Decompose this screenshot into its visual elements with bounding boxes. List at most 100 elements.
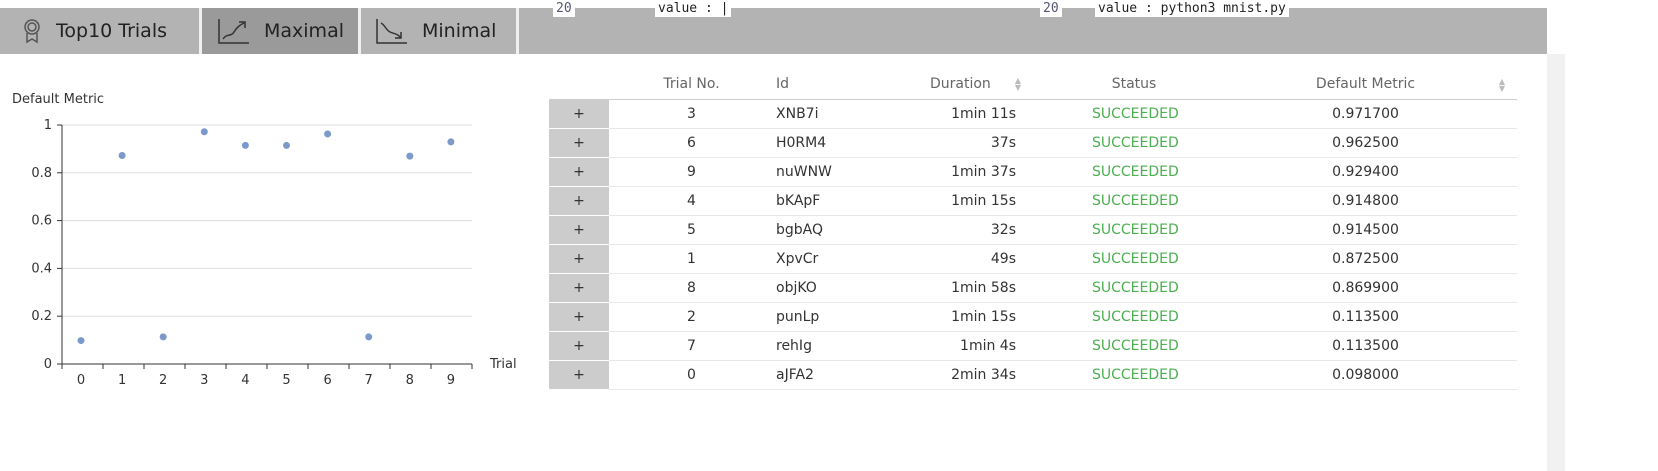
y-tick-label: 0.2 [31,309,52,324]
x-axis-label: Trial [489,357,517,372]
data-point [406,152,414,160]
data-point [77,337,85,345]
trial-no-cell: 2 [609,302,774,332]
expand-button[interactable]: + [549,99,609,129]
id-cell: objKO [774,273,884,303]
col-default-metric[interactable]: Default Metric ▲ ▼ [1214,70,1517,100]
col-trial-no[interactable]: Trial No. [609,70,774,100]
sort-icon[interactable]: ▲ ▼ [1498,77,1505,93]
duration-cell: 1min 37s [884,157,1054,187]
data-point [283,141,290,149]
trial-no-cell: 8 [609,273,774,303]
tab-top10-trials[interactable]: Top10 Trials [10,8,199,54]
x-tick-label: 3 [200,373,208,388]
id-cell: punLp [774,302,884,332]
id-cell: nuWNW [774,157,884,187]
id-cell: bKApF [774,186,884,216]
trial-no-cell: 7 [609,331,774,361]
tab-label: Maximal [264,20,344,42]
expand-button[interactable]: + [549,331,609,361]
duration-cell: 49s [884,244,1054,274]
id-cell: aJFA2 [774,360,884,390]
status-cell: SUCCEEDED [1054,157,1214,187]
table-row: +5 bgbAQ 32s SUCCEEDED 0.914500 [549,215,1517,245]
status-cell: SUCCEEDED [1054,360,1214,390]
status-cell: SUCCEEDED [1054,331,1214,361]
duration-cell: 2min 34s [884,360,1054,390]
table-row: +8 objKO 1min 58s SUCCEEDED 0.869900 [549,273,1517,303]
data-point [118,151,126,159]
status-cell: SUCCEEDED [1054,128,1214,158]
data-point [159,333,167,341]
data-point [241,141,249,149]
trial-no-cell: 3 [609,99,774,129]
expand-button[interactable]: + [549,244,609,274]
header-label: Duration [930,76,991,93]
id-cell: XNB7i [774,99,884,129]
col-id[interactable]: Id [774,70,884,100]
expand-button[interactable]: + [549,360,609,390]
trend-down-icon [376,19,407,44]
table-row: +0 aJFA2 2min 34s SUCCEEDED 0.098000 [549,360,1517,390]
sort-icon[interactable]: ▲ ▼ [1014,76,1021,93]
col-status[interactable]: Status [1054,70,1214,100]
expand-button[interactable]: + [549,128,609,158]
x-tick-label: 0 [77,373,85,388]
duration-cell: 37s [884,128,1054,158]
status-cell: SUCCEEDED [1054,302,1214,332]
table-row: +7 rehIg 1min 4s SUCCEEDED 0.113500 [549,331,1517,361]
duration-cell: 32s [884,215,1054,245]
expand-button[interactable]: + [549,273,609,303]
y-tick-label: 0.6 [31,214,52,229]
y-axis-label: Default Metric [12,92,104,107]
id-cell: XpvCr [774,244,884,274]
table-row: +3 XNB7i 1min 11s SUCCEEDED 0.971700 [549,99,1517,129]
trial-no-cell: 6 [609,128,774,158]
trial-no-cell: 9 [609,157,774,187]
duration-cell: 1min 58s [884,273,1054,303]
x-tick-label: 7 [365,373,373,388]
expand-button[interactable]: + [549,215,609,245]
duration-cell: 1min 15s [884,186,1054,216]
x-tick-label: 2 [159,373,167,388]
x-tick-label: 4 [241,373,249,388]
tab-label: Top10 Trials [56,20,168,42]
trial-no-cell: 1 [609,244,774,274]
tab-maximal[interactable]: Maximal [202,8,358,54]
table-row: +4 bKApF 1min 15s SUCCEEDED 0.914800 [549,186,1517,216]
status-cell: SUCCEEDED [1054,215,1214,245]
expand-button[interactable]: + [549,186,609,216]
expand-button[interactable]: + [549,157,609,187]
status-cell: SUCCEEDED [1054,186,1214,216]
x-tick-label: 8 [406,373,414,388]
metric-cell: 0.971700 [1214,99,1517,129]
data-point [200,128,208,136]
metric-cell: 0.113500 [1214,302,1517,332]
id-cell: rehIg [774,331,884,361]
trial-no-cell: 0 [609,360,774,390]
metric-cell: 0.914500 [1214,215,1517,245]
id-cell: H0RM4 [774,128,884,158]
tab-minimal[interactable]: Minimal [361,8,516,54]
trial-no-cell: 5 [609,215,774,245]
x-tick-label: 9 [447,373,455,388]
data-point [447,138,455,146]
metric-cell: 0.914800 [1214,186,1517,216]
metric-cell: 0.098000 [1214,360,1517,390]
y-tick-label: 0 [44,357,52,372]
tab-bar: Top10 Trials Maximal Minimal [0,8,1547,54]
y-tick-label: 0.8 [31,166,52,181]
table-row: +2 punLp 1min 15s SUCCEEDED 0.113500 [549,302,1517,332]
id-cell: bgbAQ [774,215,884,245]
metric-cell: 0.962500 [1214,128,1517,158]
duration-cell: 1min 15s [884,302,1054,332]
expand-button[interactable]: + [549,302,609,332]
col-duration[interactable]: Duration ▲ ▼ [884,70,1054,100]
status-cell: SUCCEEDED [1054,244,1214,274]
award-icon [24,19,40,44]
scrollbar[interactable] [1547,54,1565,471]
scatter-chart: Default Metric Trial 0 0.2 0.4 0.6 0.8 1 0 1 2 3 4 5 6… [12,92,517,388]
table-row: +1 XpvCr 49s SUCCEEDED 0.872500 [549,244,1517,274]
tab-label: Minimal [422,20,497,42]
status-cell: SUCCEEDED [1054,99,1214,129]
